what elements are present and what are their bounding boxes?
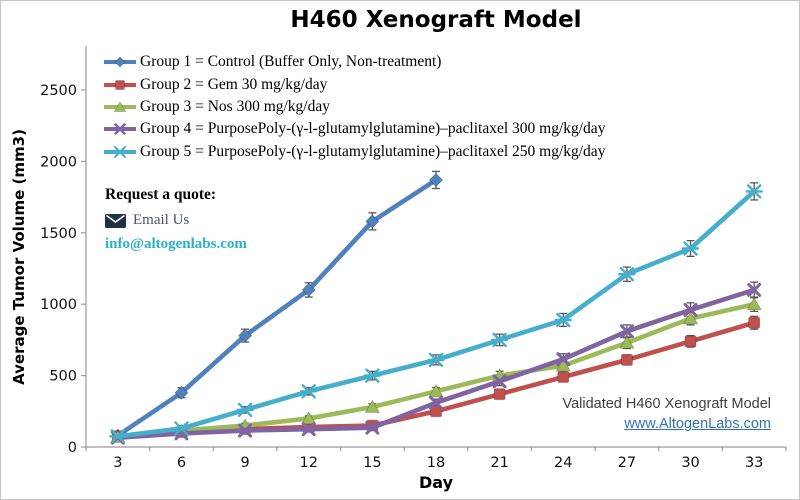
legend-diamond-icon [104,56,136,68]
series-group-4-marker-x [619,324,634,339]
series-group-5-marker-star [554,312,572,328]
series-group-4-marker-x [683,302,698,317]
x-tick-label: 21 [490,455,508,471]
chart-title: H460 Xenograft Model [290,7,582,33]
series-group-4-marker-x [556,352,571,367]
series-group-4-marker-x [747,282,762,297]
series-group-5-marker-star [236,402,254,418]
email-link[interactable]: Email Us [105,212,247,229]
series-group-5-marker-star [363,368,382,383]
series-group-2-marker-square [557,371,570,383]
legend-triangle-icon [104,101,136,112]
series-group-3-marker-triangle [682,311,699,325]
legend-item-group-4: Group 4 = PurposePoly-(γ-l-glutamylgluta… [102,118,605,140]
legend-item-group-3: Group 3 = Nos 300 mg/kg/day [102,96,605,118]
series-group-3-marker-triangle [428,384,444,398]
series-group-5-marker-star [490,332,509,348]
quote-block: Request a quote: Email Us info@altogenla… [105,186,247,253]
x-tick-label: 30 [681,455,699,471]
legend-square-icon [104,79,136,90]
series-group-4-marker-x [365,420,380,435]
quote-heading: Request a quote: [105,186,217,203]
x-tick-label: 15 [363,455,381,471]
series-group-2-marker-square [684,335,697,348]
legend-x-icon [104,123,136,136]
y-tick-label: 0 [68,440,77,456]
y-tick-label: 2000 [40,154,77,170]
footer-block: Validated H460 Xenograft Model www.Altog… [562,396,771,433]
email-address[interactable]: info@altogenlabs.com [105,236,247,252]
series-group-4-marker-x [492,374,507,389]
footer-caption: Validated H460 Xenograft Model [562,396,771,412]
series-group-3-marker-triangle [364,399,381,413]
series-group-5-marker-star [300,384,318,399]
legend-item-label: Group 2 = Gem 30 mg/kg/day [140,75,328,93]
series-group-3-marker-triangle [555,358,571,372]
y-tick-label: 1000 [40,297,77,313]
series-group-3-marker-triangle [746,296,762,311]
legend-item-label: Group 1 = Control (Buffer Only, Non-trea… [140,53,442,71]
series-line-group-1 [115,177,439,438]
x-tick-label: 27 [618,455,636,471]
series-group-1-marker-diamond [365,214,380,229]
series-group-1-marker-diamond [428,172,444,188]
y-tick-label: 500 [49,369,77,385]
series-group-2-marker-square [493,388,506,401]
legend-star-icon [104,145,136,158]
email-link-label: Email Us [133,212,190,228]
footer-link[interactable]: www.AltogenLabs.com [624,416,771,432]
series-group-4-marker-x [429,395,443,410]
legend-item-group-1: Group 1 = Control (Buffer Only, Non-trea… [102,51,605,73]
x-axis-title: Day [418,473,453,492]
envelope-icon [105,213,126,228]
series-group-1-marker-diamond [301,282,316,297]
series-group-2-marker-square [621,353,633,366]
legend-item-label: Group 4 = PurposePoly-(γ-l-glutamylgluta… [140,120,606,138]
series-group-5-marker-star [109,429,127,444]
x-tick-label: 12 [300,455,318,471]
series-group-2-marker-square [430,405,442,418]
legend-item-group-2: Group 2 = Gem 30 mg/kg/day [102,73,605,95]
series-group-4-marker-x [238,423,253,438]
y-tick-label: 1500 [40,226,77,242]
chart-legend: Group 1 = Control (Buffer Only, Non-trea… [102,51,605,163]
series-group-3-marker-triangle [619,335,635,349]
series-group-5-marker-star [172,421,191,436]
series-group-2-marker-square [748,316,761,329]
y-tick-label: 2500 [40,83,77,99]
series-group-3-marker-triangle [301,411,317,425]
series-group-5-marker-star [618,267,636,282]
legend-item-group-5: Group 5 = PurposePoly-(γ-l-glutamylgluta… [102,141,605,163]
legend-item-label: Group 3 = Nos 300 mg/kg/day [140,97,330,115]
x-tick-label: 9 [240,455,249,471]
legend-item-label: Group 5 = PurposePoly-(γ-l-glutamylgluta… [140,142,606,160]
series-group-5-marker-star [681,241,700,256]
series-group-5-marker-star [427,352,445,368]
series-group-1-marker-diamond [238,328,253,343]
x-tick-label: 18 [427,455,445,471]
x-tick-label: 24 [554,455,572,471]
series-group-5-marker-star [745,184,763,199]
series-group-1-marker-diamond [174,385,189,400]
x-tick-label: 6 [177,455,186,471]
x-tick-label: 3 [113,455,122,471]
series-group-4-marker-x [301,422,316,437]
x-tick-label: 33 [745,455,763,471]
